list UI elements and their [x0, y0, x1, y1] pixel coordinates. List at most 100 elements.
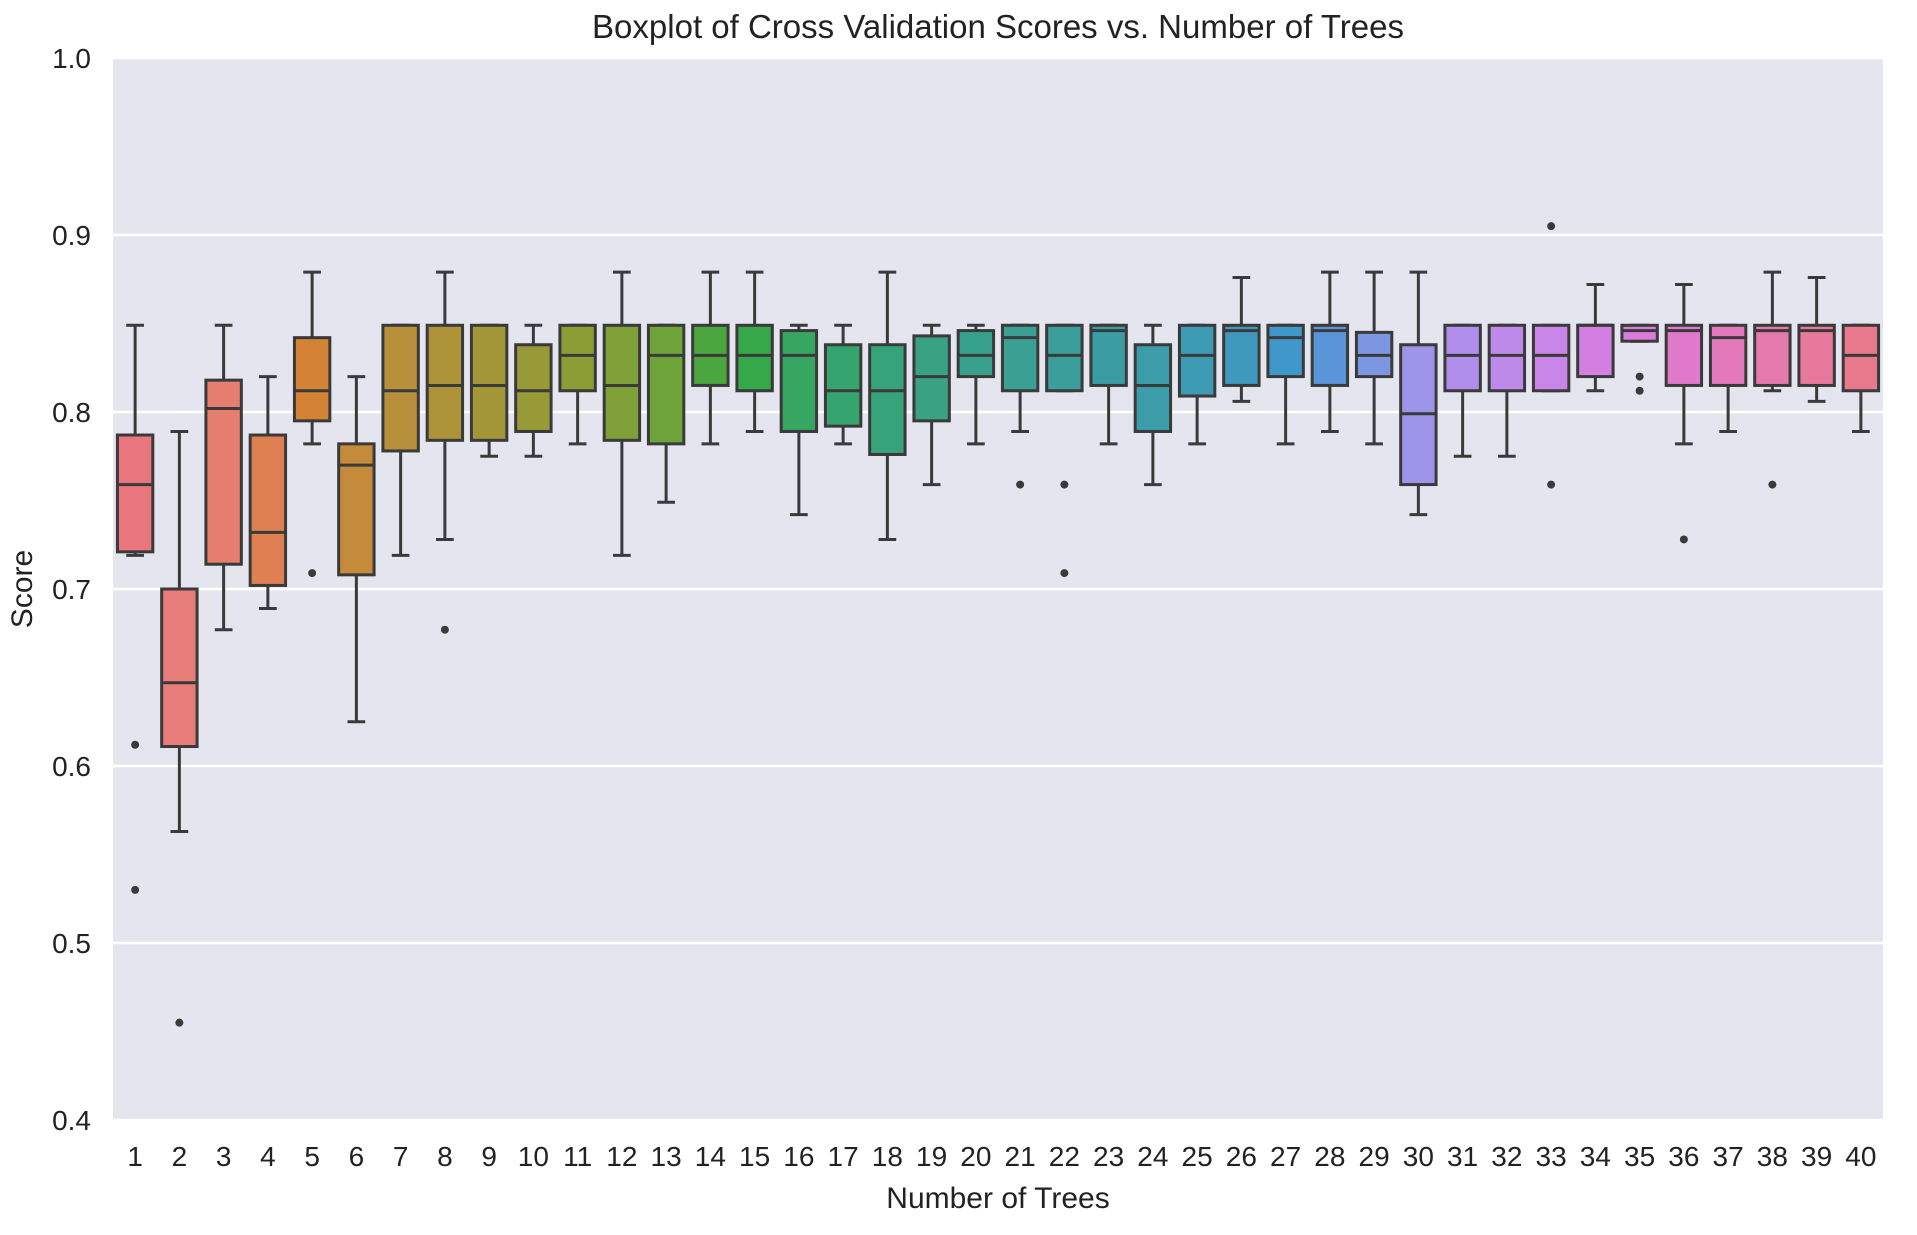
- y-axis-label: Score: [6, 550, 39, 628]
- y-tick-label: 0.6: [52, 751, 91, 782]
- x-tick-label: 34: [1580, 1141, 1611, 1172]
- box-body: [956, 329, 996, 379]
- outlier-point: [1016, 480, 1025, 489]
- box-body: [1133, 343, 1173, 433]
- boxes: [115, 222, 1881, 1027]
- box-6: [337, 375, 376, 724]
- outlier-point: [1679, 535, 1688, 544]
- box-body: [1089, 323, 1128, 387]
- outlier-point: [131, 885, 140, 894]
- x-tick-label: 11: [563, 1141, 592, 1172]
- outlier-point: [1060, 480, 1069, 489]
- x-axis-label: Number of Trees: [886, 1182, 1109, 1215]
- x-tick-label: 21: [1005, 1141, 1036, 1172]
- x-tick-label: 7: [393, 1141, 409, 1172]
- x-tick-label: 33: [1536, 1141, 1567, 1172]
- x-tick-label: 31: [1447, 1141, 1478, 1172]
- box-body: [1797, 323, 1836, 387]
- box-body: [1753, 323, 1792, 387]
- box-16: [779, 323, 819, 517]
- box-body: [646, 323, 686, 446]
- x-tick-label: 14: [695, 1141, 726, 1172]
- x-tick-label: 40: [1845, 1141, 1876, 1172]
- box-body: [160, 587, 199, 749]
- box-26: [1222, 275, 1261, 403]
- box-23: [1089, 323, 1128, 446]
- box-18: [868, 270, 907, 541]
- x-tick-label: 35: [1624, 1141, 1655, 1172]
- x-tick-label: 18: [872, 1141, 903, 1172]
- x-tick-label: 20: [960, 1141, 991, 1172]
- y-tick-label: 1.0: [52, 43, 91, 74]
- y-tick-label: 0.8: [52, 397, 91, 428]
- box-25: [1177, 323, 1217, 446]
- outlier-point: [1635, 386, 1644, 395]
- box-body: [1266, 323, 1305, 379]
- box-29: [1354, 270, 1394, 446]
- x-tick-label: 5: [304, 1141, 320, 1172]
- chart-title: Boxplot of Cross Validation Scores vs. N…: [592, 8, 1404, 45]
- box-20: [956, 323, 996, 446]
- box-body: [779, 329, 819, 433]
- box-24: [1133, 323, 1173, 487]
- box-9: [469, 323, 509, 458]
- x-tick-label: 6: [349, 1141, 365, 1172]
- box-body: [1708, 323, 1748, 387]
- x-tick-label: 28: [1314, 1141, 1345, 1172]
- x-tick-label: 3: [216, 1141, 232, 1172]
- x-tick-label: 15: [739, 1141, 770, 1172]
- box-27: [1266, 323, 1305, 446]
- x-tick-label: 13: [651, 1141, 682, 1172]
- box-body: [1045, 323, 1084, 393]
- box-11: [558, 323, 597, 446]
- box-body: [1000, 323, 1040, 393]
- box-22: [1045, 323, 1084, 578]
- box-15: [735, 270, 774, 433]
- outlier-point: [1635, 372, 1644, 381]
- x-tick-label: 38: [1757, 1141, 1788, 1172]
- box-13: [646, 323, 686, 504]
- box-12: [602, 270, 642, 557]
- box-body: [292, 336, 332, 423]
- box-10: [514, 323, 553, 458]
- y-tick-label: 0.5: [52, 928, 91, 959]
- box-34: [1576, 283, 1615, 393]
- box-2: [160, 429, 199, 1027]
- x-tick-label: 37: [1713, 1141, 1744, 1172]
- box-5: [292, 270, 332, 578]
- box-8: [425, 270, 465, 634]
- box-body: [1664, 323, 1704, 387]
- box-1: [115, 323, 155, 894]
- box-40: [1841, 323, 1881, 433]
- x-tick-label: 19: [916, 1141, 947, 1172]
- x-tick-label: 25: [1182, 1141, 1213, 1172]
- box-body: [1310, 323, 1350, 387]
- box-38: [1753, 270, 1792, 489]
- x-tick-label: 16: [783, 1141, 814, 1172]
- box-body: [248, 433, 288, 587]
- x-tick-label: 2: [172, 1141, 188, 1172]
- outlier-point: [1060, 569, 1069, 578]
- box-body: [823, 343, 863, 428]
- x-tick-label: 22: [1049, 1141, 1080, 1172]
- box-body: [204, 378, 243, 566]
- box-body: [115, 433, 155, 554]
- box-body: [735, 323, 774, 393]
- box-36: [1664, 283, 1704, 544]
- box-31: [1443, 323, 1482, 458]
- box-body: [469, 323, 509, 442]
- x-tick-label: 26: [1226, 1141, 1257, 1172]
- x-tick-label: 4: [260, 1141, 276, 1172]
- box-4: [248, 375, 288, 610]
- box-28: [1310, 270, 1350, 433]
- x-tick-label: 8: [437, 1141, 453, 1172]
- x-tick-labels: 1 2 3 4 5 6 7 8 9 10 11 12 13 14 15 16 17 18 19 20 21 22 23 24 2…: [127, 1141, 1876, 1172]
- box-body: [1487, 323, 1527, 393]
- outlier-point: [131, 740, 140, 749]
- box-body: [381, 323, 420, 453]
- box-body: [514, 343, 553, 433]
- box-17: [823, 323, 863, 446]
- box-30: [1399, 270, 1438, 517]
